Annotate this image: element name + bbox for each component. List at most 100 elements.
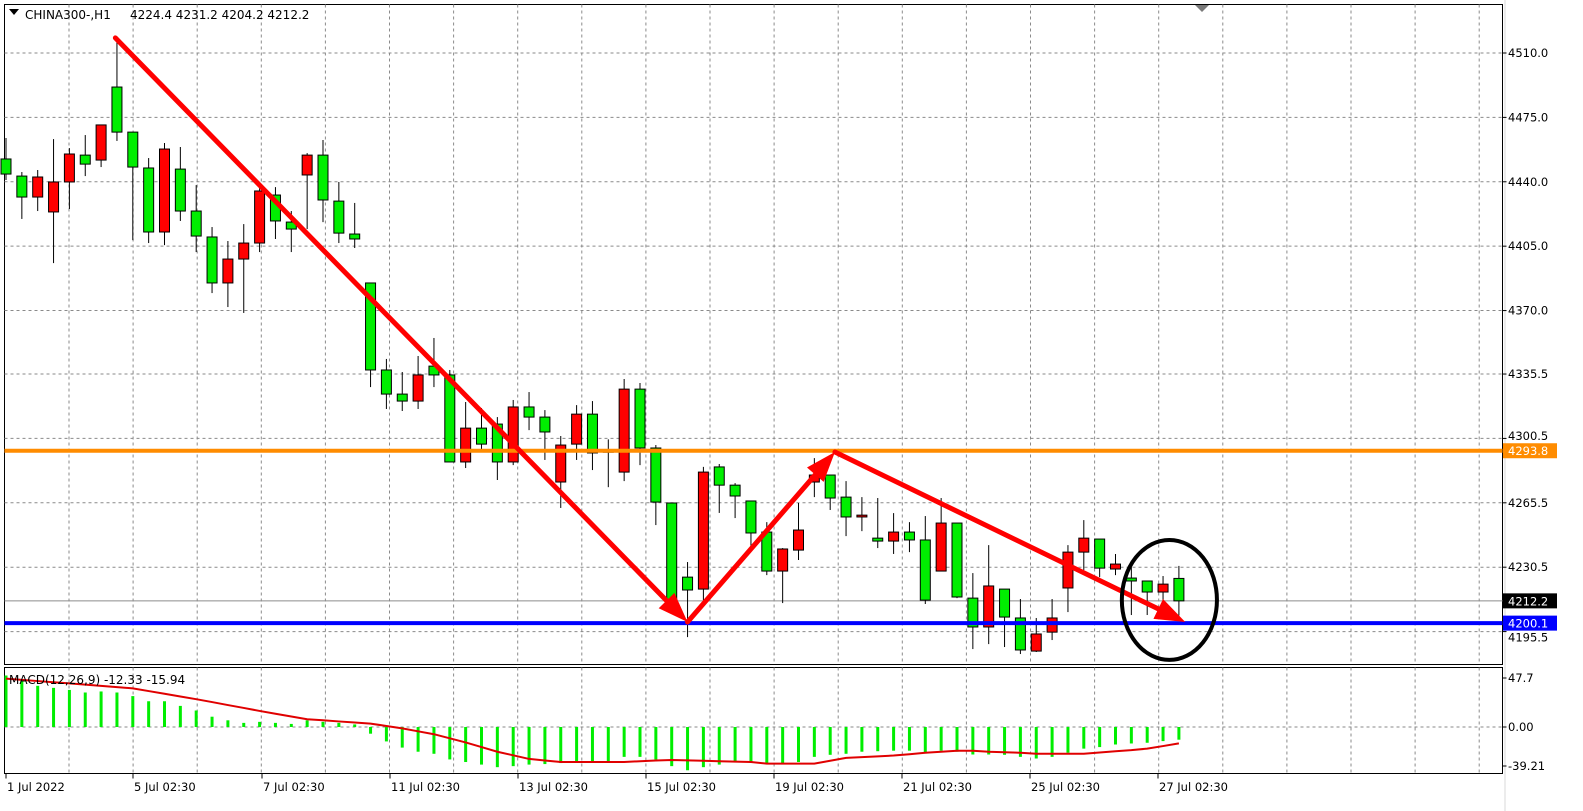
macd-y-tick-label: -39.21 xyxy=(1508,759,1545,773)
candle-bullish[interactable] xyxy=(222,258,234,284)
candle-bearish[interactable] xyxy=(1141,580,1153,593)
candle-bearish[interactable] xyxy=(729,484,741,497)
candle-bearish[interactable] xyxy=(539,416,551,433)
candle-bearish[interactable] xyxy=(903,531,915,541)
candle-bullish[interactable] xyxy=(983,585,995,628)
candle-bearish[interactable] xyxy=(650,447,662,503)
candle-bearish[interactable] xyxy=(491,423,503,463)
candle-bearish[interactable] xyxy=(713,466,725,486)
candle-bearish[interactable] xyxy=(0,158,12,175)
candle-bullish[interactable] xyxy=(159,148,170,233)
candle-bearish[interactable] xyxy=(919,539,931,601)
candle-bullish[interactable] xyxy=(254,190,266,244)
candle-bearish[interactable] xyxy=(634,388,646,449)
candle-bullish[interactable] xyxy=(1078,537,1090,553)
candle-bullish[interactable] xyxy=(856,514,868,518)
candle-bullish[interactable] xyxy=(1030,633,1042,652)
candle-bearish[interactable] xyxy=(840,496,852,518)
candle-bearish[interactable] xyxy=(174,168,186,212)
candle-bearish[interactable] xyxy=(111,86,123,133)
candle-bearish[interactable] xyxy=(476,427,487,445)
x-tick-label: 15 Jul 02:30 xyxy=(647,780,716,794)
candle-bearish[interactable] xyxy=(444,374,456,463)
blue-level-price-label: 4200.1 xyxy=(1508,617,1548,631)
candle-bearish[interactable] xyxy=(967,597,979,628)
y-tick-label: 4440.0 xyxy=(1508,175,1548,189)
y-tick-label: 4265.5 xyxy=(1508,496,1548,510)
candle-bearish[interactable] xyxy=(1173,577,1185,602)
x-tick-label: 5 Jul 02:30 xyxy=(134,780,196,794)
macd-panel-frame xyxy=(4,667,1503,774)
trend-arrow-line[interactable] xyxy=(832,449,1161,612)
candle-bullish[interactable] xyxy=(48,181,60,213)
candle-bullish[interactable] xyxy=(555,444,567,483)
y-tick-label: 4510.0 xyxy=(1508,46,1548,60)
ohlc-readout: 4224.4 4231.2 4204.2 4212.2 xyxy=(130,8,309,22)
candle-bullish[interactable] xyxy=(697,471,709,590)
candle-bearish[interactable] xyxy=(1014,617,1026,651)
x-tick-label: 1 Jul 2022 xyxy=(7,780,65,794)
candle-bullish[interactable] xyxy=(1157,583,1169,593)
candle-bullish[interactable] xyxy=(238,242,250,260)
candle-bullish[interactable] xyxy=(507,406,519,463)
candle-bearish[interactable] xyxy=(79,154,91,165)
candle-bullish[interactable] xyxy=(1062,551,1074,589)
candle-bearish[interactable] xyxy=(682,576,694,591)
candle-bullish[interactable] xyxy=(793,529,804,551)
candle-bearish[interactable] xyxy=(666,502,678,601)
candle-bullish[interactable] xyxy=(571,413,583,445)
arrow-head-icon xyxy=(806,452,835,482)
candle-bullish[interactable] xyxy=(301,154,313,176)
candle-bearish[interactable] xyxy=(951,522,963,598)
macd-indicator-label: MACD(12,26,9) -12.33 -15.94 xyxy=(9,673,185,687)
x-tick-label: 25 Jul 02:30 xyxy=(1031,780,1100,794)
candle-bearish[interactable] xyxy=(16,175,28,198)
orange-level-price-label: 4293.8 xyxy=(1508,444,1548,458)
candle-bearish[interactable] xyxy=(317,154,329,201)
candle-bullish[interactable] xyxy=(618,388,630,473)
x-tick-label: 11 Jul 02:30 xyxy=(391,780,460,794)
trend-arrow-line[interactable] xyxy=(685,472,818,625)
orange-level-price-box xyxy=(1503,443,1557,459)
blue-level-price-box xyxy=(1503,615,1557,631)
chart-shift-marker-icon[interactable] xyxy=(1195,5,1209,12)
trend-arrow-line[interactable] xyxy=(112,35,670,604)
candle-bearish[interactable] xyxy=(143,167,155,233)
y-tick-label: 4475.0 xyxy=(1508,110,1548,124)
candle-bullish[interactable] xyxy=(777,548,789,572)
candle-bullish[interactable] xyxy=(63,153,75,183)
candle-bearish[interactable] xyxy=(349,233,361,240)
candle-bearish[interactable] xyxy=(872,537,884,542)
macd-y-tick-label: 47.7 xyxy=(1508,671,1534,685)
x-tick-label: 19 Jul 02:30 xyxy=(775,780,844,794)
symbol-timeframe-label: CHINA300-,H1 xyxy=(25,8,111,22)
candle-bearish[interactable] xyxy=(1094,538,1106,569)
candle-bearish[interactable] xyxy=(190,210,202,237)
candle-bullish[interactable] xyxy=(888,531,900,542)
candle-bullish[interactable] xyxy=(95,124,107,161)
candle-bearish[interactable] xyxy=(824,474,836,499)
candle-bearish[interactable] xyxy=(365,282,377,371)
candle-bearish[interactable] xyxy=(333,200,345,234)
candle-bearish[interactable] xyxy=(999,588,1011,618)
candle-bearish[interactable] xyxy=(586,413,598,454)
candle-bearish[interactable] xyxy=(380,369,392,395)
highlight-ellipse[interactable] xyxy=(1119,537,1219,662)
candle-bullish[interactable] xyxy=(460,427,472,463)
triangle-down-icon[interactable] xyxy=(9,9,19,15)
candle-bearish[interactable] xyxy=(127,131,139,168)
x-tick-label: 13 Jul 02:30 xyxy=(519,780,588,794)
candle-bullish[interactable] xyxy=(32,176,44,198)
y-tick-label: 4370.0 xyxy=(1508,304,1548,318)
candle-bearish[interactable] xyxy=(206,236,218,284)
candle-bearish[interactable] xyxy=(523,406,535,418)
y-tick-label: 4230.5 xyxy=(1508,560,1548,574)
candle-bearish[interactable] xyxy=(396,393,408,402)
candle-bearish[interactable] xyxy=(1125,577,1137,582)
candle-bullish[interactable] xyxy=(935,522,947,572)
candle-bearish[interactable] xyxy=(745,500,757,534)
candle-bullish[interactable] xyxy=(1110,563,1121,570)
candle-bullish[interactable] xyxy=(412,374,424,402)
